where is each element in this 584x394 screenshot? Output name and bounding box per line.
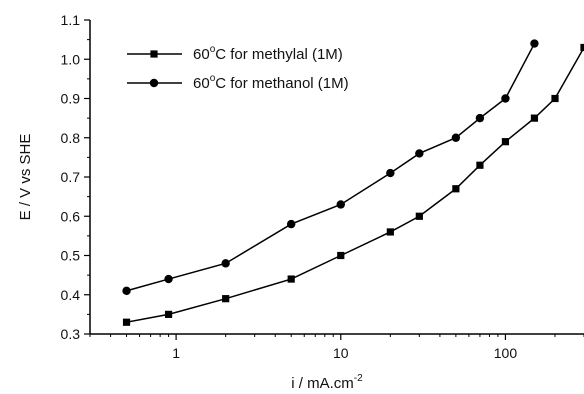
legend-label-number: 60 [193,75,210,92]
series-layer [122,39,584,326]
legend-label-text: C for methylal (1M) [215,46,343,63]
x-tick-label: 1 [172,345,180,361]
data-point-circle [122,286,131,296]
data-point-square [476,161,484,169]
legend-item: 60oC for methanol (1M) [127,73,349,92]
y-tick-label: 0.3 [61,326,81,342]
legend-label-number: 60 [193,46,210,63]
data-point-circle [475,113,485,123]
legend-label-text: C for methanol (1M) [215,75,348,92]
y-tick-label: 0.7 [61,169,81,185]
x-axis-title-superscript: -2 [354,373,363,384]
legend-label-degree: o [210,73,216,84]
data-point-circle [221,259,230,268]
legend: 60oC for methylal (1M)60oC for methanol … [127,44,349,92]
data-point-square [386,228,394,236]
data-point-square [551,94,559,103]
data-point-square [530,114,539,122]
series-square [122,43,584,326]
data-point-square [580,43,584,52]
y-axis-ticks: 0.3 0.4 0.5 0.6 0.7 0.8 0.9 1.0 1.1 [61,12,90,342]
data-point-square [164,310,173,318]
y-tick-label: 0.4 [61,287,81,303]
data-point-circle [336,200,345,209]
data-point-circle [530,39,539,48]
data-point-square [122,318,131,326]
legend-label: 60oC for methylal (1M) [193,44,343,63]
y-tick-label: 1.0 [61,51,81,67]
data-point-circle [501,94,510,103]
data-point-circle [386,168,395,178]
y-axis-title: E / V vs SHE [17,134,34,221]
legend-item: 60oC for methylal (1M) [127,44,343,63]
x-tick-label: 10 [333,345,349,361]
series-circle [122,39,539,296]
legend-label-degree: o [210,44,216,55]
y-tick-label: 0.6 [61,208,81,224]
y-tick-label: 0.9 [61,91,81,107]
x-axis-title-main: i / mA.cm [291,375,354,392]
data-point-square [287,275,295,283]
data-point-square [501,138,510,146]
y-tick-label: 1.1 [61,12,81,28]
data-point-square [452,185,460,193]
data-point-circle [415,149,424,158]
data-point-circle [451,133,461,142]
data-point-circle [149,78,159,88]
x-axis-title: i / mA.cm-2 [291,373,363,392]
axes: 0.3 0.4 0.5 0.6 0.7 0.8 0.9 1.0 1.1 1 10 100 [61,12,584,361]
data-point-square [415,212,423,220]
data-point-square [337,251,345,260]
x-axis-ticks: 1 10 100 [89,334,584,361]
y-tick-label: 0.8 [61,130,81,146]
data-point-circle [286,219,296,229]
data-point-square [222,295,230,303]
y-tick-label: 0.5 [61,248,81,264]
legend-label: 60oC for methanol (1M) [193,73,349,92]
x-tick-label: 100 [494,345,518,361]
data-point-square [150,50,158,58]
data-point-circle [164,274,173,284]
